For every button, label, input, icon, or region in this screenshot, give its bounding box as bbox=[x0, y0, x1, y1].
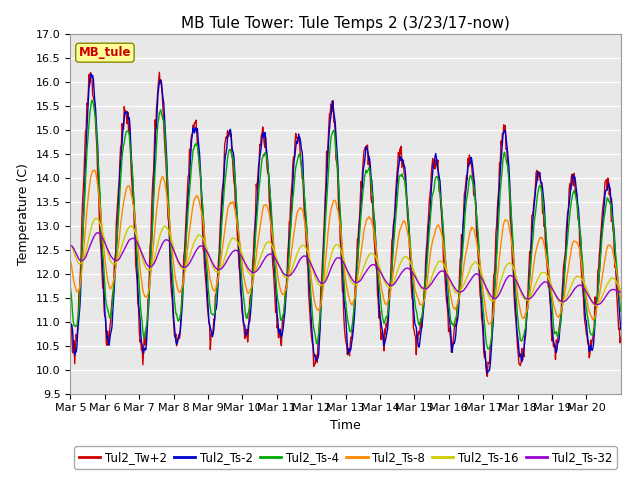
Tul2_Ts-4 bbox=[434, 175, 442, 181]
Tul2_Ts-32 bbox=[260, 257, 268, 263]
Tul2_Tw+2 bbox=[131, 233, 139, 239]
Tul2_Ts-16 bbox=[617, 287, 625, 293]
Tul2_Ts-32 bbox=[403, 265, 411, 271]
Text: MB_tule: MB_tule bbox=[79, 46, 131, 59]
Tul2_Ts-32 bbox=[434, 271, 442, 277]
Tul2_Ts-4 bbox=[485, 346, 493, 352]
Tul2_Tw+2 bbox=[617, 335, 625, 340]
Tul2_Ts-32 bbox=[233, 248, 241, 253]
Tul2_Ts-16 bbox=[403, 254, 411, 260]
Line: Tul2_Ts-32: Tul2_Ts-32 bbox=[70, 233, 621, 304]
Tul2_Tw+2 bbox=[260, 140, 268, 146]
Tul2_Tw+2 bbox=[483, 373, 491, 379]
Tul2_Ts-8 bbox=[67, 258, 74, 264]
Tul2_Ts-2 bbox=[617, 326, 625, 332]
Tul2_Tw+2 bbox=[156, 70, 163, 75]
Tul2_Ts-16 bbox=[92, 215, 100, 221]
Tul2_Ts-16 bbox=[434, 260, 442, 265]
Tul2_Ts-32 bbox=[594, 301, 602, 307]
Tul2_Ts-4 bbox=[132, 225, 140, 230]
Tul2_Ts-2 bbox=[132, 240, 140, 246]
Tul2_Ts-2 bbox=[403, 197, 411, 203]
Tul2_Ts-4 bbox=[617, 309, 625, 314]
Tul2_Ts-2 bbox=[233, 211, 241, 217]
Tul2_Ts-2 bbox=[434, 167, 442, 173]
X-axis label: Time: Time bbox=[330, 419, 361, 432]
Y-axis label: Temperature (C): Temperature (C) bbox=[17, 163, 30, 264]
Tul2_Ts-16 bbox=[281, 274, 289, 280]
Tul2_Ts-4 bbox=[281, 297, 289, 302]
Tul2_Ts-16 bbox=[132, 230, 140, 236]
Tul2_Ts-32 bbox=[617, 289, 625, 295]
Tul2_Ts-32 bbox=[281, 272, 289, 277]
Tul2_Ts-16 bbox=[592, 303, 600, 309]
Tul2_Ts-16 bbox=[260, 245, 268, 251]
Tul2_Ts-4 bbox=[233, 205, 241, 211]
Line: Tul2_Ts-4: Tul2_Ts-4 bbox=[70, 100, 621, 349]
Title: MB Tule Tower: Tule Temps 2 (3/23/17-now): MB Tule Tower: Tule Temps 2 (3/23/17-now… bbox=[181, 16, 510, 31]
Tul2_Ts-2 bbox=[281, 309, 289, 314]
Tul2_Ts-8 bbox=[434, 222, 442, 228]
Line: Tul2_Ts-2: Tul2_Ts-2 bbox=[70, 74, 621, 373]
Tul2_Ts-2 bbox=[88, 71, 95, 77]
Tul2_Ts-8 bbox=[281, 288, 289, 294]
Line: Tul2_Ts-16: Tul2_Ts-16 bbox=[70, 218, 621, 306]
Tul2_Ts-32 bbox=[67, 243, 74, 249]
Tul2_Tw+2 bbox=[434, 157, 442, 163]
Tul2_Ts-4 bbox=[260, 153, 268, 159]
Tul2_Tw+2 bbox=[233, 224, 241, 230]
Tul2_Ts-8 bbox=[485, 321, 493, 327]
Tul2_Ts-4 bbox=[403, 201, 411, 206]
Tul2_Ts-2 bbox=[483, 370, 491, 376]
Tul2_Ts-32 bbox=[132, 237, 140, 243]
Tul2_Ts-16 bbox=[67, 242, 74, 248]
Tul2_Ts-8 bbox=[403, 227, 411, 233]
Tul2_Tw+2 bbox=[67, 323, 74, 329]
Line: Tul2_Tw+2: Tul2_Tw+2 bbox=[70, 72, 621, 376]
Tul2_Ts-8 bbox=[91, 168, 99, 173]
Tul2_Tw+2 bbox=[403, 204, 411, 210]
Tul2_Ts-8 bbox=[233, 219, 241, 225]
Tul2_Ts-4 bbox=[67, 285, 74, 290]
Tul2_Ts-4 bbox=[88, 97, 96, 103]
Legend: Tul2_Tw+2, Tul2_Ts-2, Tul2_Ts-4, Tul2_Ts-8, Tul2_Ts-16, Tul2_Ts-32: Tul2_Tw+2, Tul2_Ts-2, Tul2_Ts-4, Tul2_Ts… bbox=[74, 446, 617, 469]
Line: Tul2_Ts-8: Tul2_Ts-8 bbox=[70, 170, 621, 324]
Tul2_Ts-2 bbox=[260, 134, 268, 140]
Tul2_Ts-8 bbox=[617, 296, 625, 301]
Tul2_Ts-8 bbox=[132, 224, 140, 229]
Tul2_Ts-2 bbox=[67, 320, 74, 325]
Tul2_Tw+2 bbox=[281, 295, 289, 300]
Tul2_Ts-32 bbox=[95, 230, 102, 236]
Tul2_Ts-16 bbox=[233, 238, 241, 244]
Tul2_Ts-8 bbox=[260, 203, 268, 208]
